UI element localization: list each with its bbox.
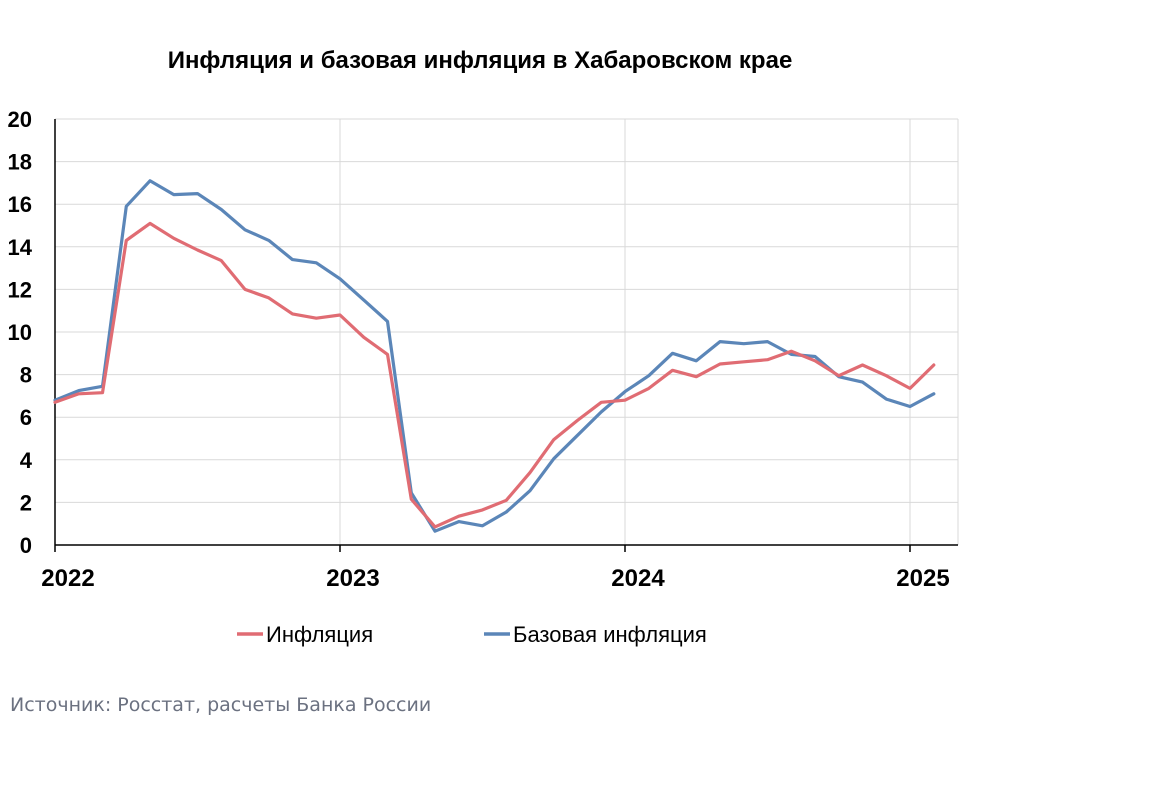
y-tick-label-14: 14 xyxy=(8,235,33,260)
x-tick-label-2025: 2025 xyxy=(896,565,949,592)
y-tick-label-18: 18 xyxy=(8,150,32,175)
x-tick-label-2024: 2024 xyxy=(611,565,665,592)
y-tick-label-6: 6 xyxy=(20,405,32,430)
series-line-inflation xyxy=(53,221,936,529)
source-note: Источник: Росстат, расчеты Банка России xyxy=(10,694,431,716)
y-tick-label-20: 20 xyxy=(8,107,32,132)
y-tick-label-10: 10 xyxy=(8,320,32,345)
grid xyxy=(55,118,959,545)
chart-title: Инфляция и базовая инфляция в Хабаровско… xyxy=(168,47,793,74)
legend-label-inflation: Инфляция xyxy=(266,622,373,647)
y-tick-label-2: 2 xyxy=(20,490,32,515)
legend-label-core-inflation: Базовая инфляция xyxy=(513,622,707,647)
x-tick-label-2023: 2023 xyxy=(326,565,379,592)
y-tick-labels: 0 2 4 6 8 10 12 14 16 18 20 xyxy=(8,107,33,558)
axes xyxy=(54,119,958,552)
series-lines xyxy=(53,179,936,533)
y-tick-label-16: 16 xyxy=(8,192,32,217)
x-tick-labels: 2022 2023 2024 2025 xyxy=(41,565,949,592)
y-tick-label-0: 0 xyxy=(20,533,32,558)
x-tick-label-2022: 2022 xyxy=(41,565,94,592)
y-tick-label-4: 4 xyxy=(20,448,33,473)
legend: Инфляция Базовая инфляция xyxy=(237,622,707,647)
y-tick-label-8: 8 xyxy=(20,363,32,388)
y-tick-label-12: 12 xyxy=(8,277,32,302)
